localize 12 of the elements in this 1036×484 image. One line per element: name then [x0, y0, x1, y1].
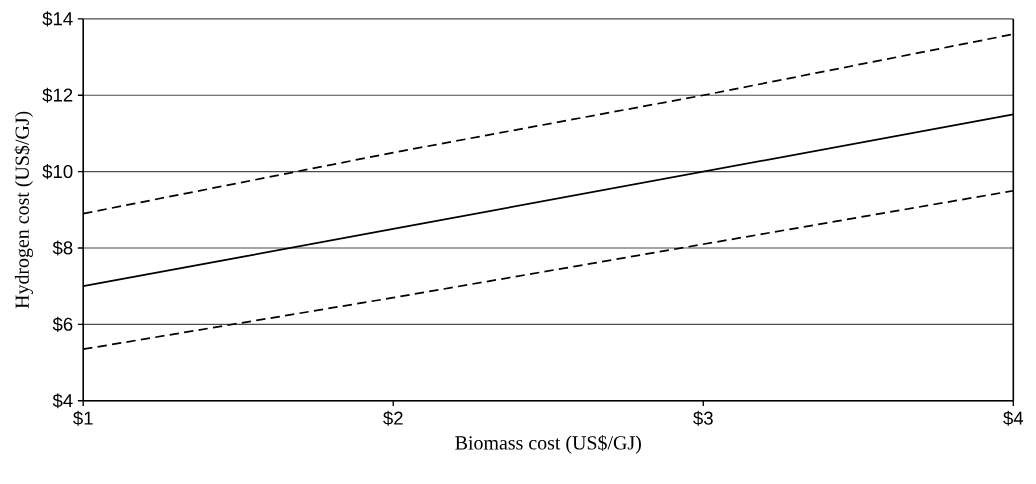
y-tick-label: $12	[42, 87, 73, 103]
y-tick-label: $4	[52, 393, 73, 409]
y-tick-label: $14	[42, 11, 73, 27]
x-tick-label: $2	[383, 410, 403, 426]
x-tick-label: $4	[1003, 410, 1024, 426]
y-tick-label: $8	[52, 240, 73, 256]
y-tick-label: $6	[52, 316, 73, 332]
x-tick-label: $1	[73, 410, 93, 426]
x-axis-title: Biomass cost (US$/GJ)	[455, 435, 641, 454]
y-axis-title: Hydrogen cost (US$/GJ)	[14, 111, 34, 309]
y-tick-label: $10	[42, 164, 73, 180]
x-tick-label: $3	[693, 410, 713, 426]
